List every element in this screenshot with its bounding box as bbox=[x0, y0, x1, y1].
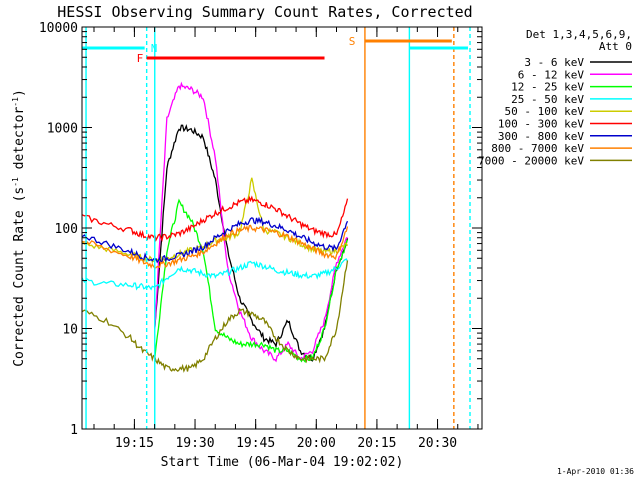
x-tick-label-4: 20:15 bbox=[357, 436, 396, 451]
y-axis-label: Corrected Count Rate (s-1 detector-1) bbox=[11, 89, 27, 367]
series-line-1 bbox=[154, 81, 348, 363]
legend-label-0: 3 - 6 keV bbox=[524, 56, 584, 69]
x-axis-label: Start Time (06-Mar-04 19:02:02) bbox=[161, 455, 404, 470]
series-line-7 bbox=[81, 224, 349, 269]
x-tick-label-5: 20:30 bbox=[418, 436, 457, 451]
y-tick-label-3: 1000 bbox=[47, 122, 78, 137]
footer-date: 1-Apr-2010 01:36 bbox=[557, 467, 634, 476]
y-tick-label-2: 100 bbox=[55, 222, 78, 237]
legend-label-4: 50 - 100 keV bbox=[505, 105, 585, 118]
marker-label-2: S bbox=[349, 35, 356, 48]
legend-header-line2: Att 0 bbox=[599, 40, 632, 53]
x-tick-label-2: 19:45 bbox=[236, 436, 275, 451]
legend-label-3: 25 - 50 keV bbox=[511, 93, 584, 106]
y-tick-label-0: 1 bbox=[70, 423, 78, 438]
legend-header-line1: Det 1,3,4,5,6,9, bbox=[526, 28, 632, 41]
series-line-2 bbox=[154, 198, 349, 364]
y-axis-label-mid: detector bbox=[12, 107, 27, 178]
legend-label-7: 800 - 7000 keV bbox=[491, 142, 584, 155]
x-tick-label-3: 20:00 bbox=[297, 436, 336, 451]
x-tick-label-0: 19:15 bbox=[115, 436, 154, 451]
legend-label-2: 12 - 25 keV bbox=[511, 81, 584, 94]
y-axis-label-sup: -1 bbox=[11, 177, 20, 187]
x-axis: 19:15 19:30 19:45 20:00 20:15 20:30 bbox=[93, 27, 479, 451]
y-axis: 1 10 100 1000 10000 bbox=[39, 21, 482, 438]
series-line-6 bbox=[81, 216, 349, 264]
marker-label-1: F bbox=[137, 52, 144, 65]
y-axis-label-main: Corrected Count Rate (s bbox=[12, 187, 27, 367]
y-tick-label-1: 10 bbox=[62, 323, 78, 338]
y-tick-label-4: 10000 bbox=[39, 21, 78, 36]
legend-label-5: 100 - 300 keV bbox=[498, 118, 584, 131]
x-tick-label-1: 19:30 bbox=[175, 436, 214, 451]
legend-label-6: 300 - 800 keV bbox=[498, 130, 584, 143]
legend-label-1: 6 - 12 keV bbox=[518, 68, 585, 81]
interval-bars bbox=[82, 39, 468, 60]
legend-label-8: 7000 - 20000 keV bbox=[478, 154, 584, 167]
interval-labels: NF S bbox=[137, 35, 356, 65]
y-axis-label-sup2: -1 bbox=[11, 97, 20, 107]
y-axis-label-end: ) bbox=[12, 89, 27, 97]
marker-label-0: N bbox=[151, 42, 158, 55]
chart-title: HESSI Observing Summary Count Rates, Cor… bbox=[57, 3, 472, 21]
